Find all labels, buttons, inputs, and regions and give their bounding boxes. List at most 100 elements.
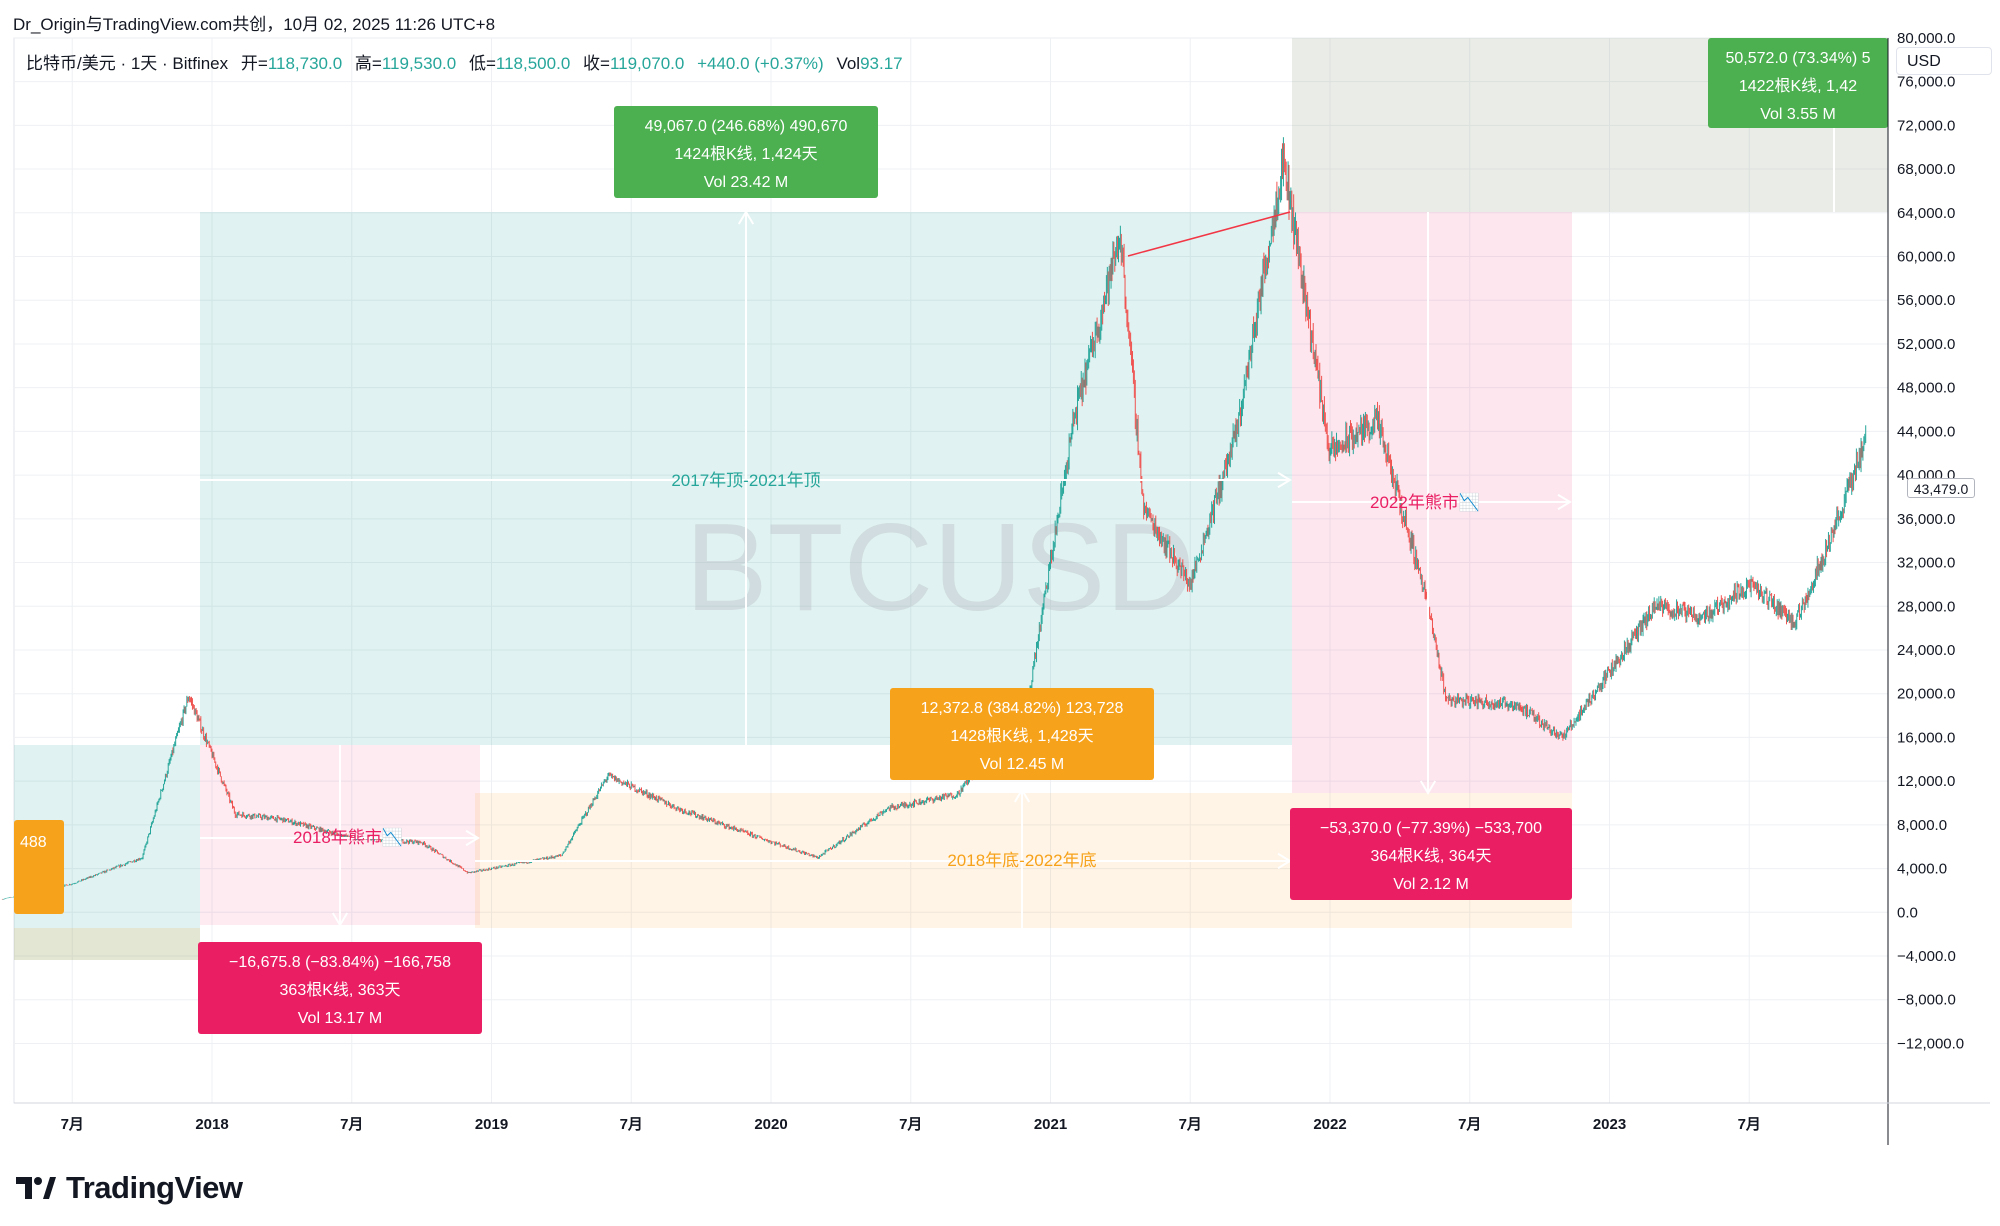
y-tick-label: 28,000.0 <box>1897 598 1955 615</box>
y-tick-label: 8,000.0 <box>1897 817 1947 834</box>
arrow-2018-bear-v-head <box>331 912 349 927</box>
y-tick-label: 4,000.0 <box>1897 861 1947 878</box>
x-tick-label: 2019 <box>475 1116 508 1133</box>
chart-grid <box>13 37 1889 1104</box>
x-tick-label: 2022 <box>1313 1116 1346 1133</box>
tradingview-wordmark: TradingView <box>66 1170 243 1205</box>
measure-box-2017-2021: 49,067.0 (246.68%) 490,670 1424根K线, 1,424… <box>614 106 878 198</box>
measure-box-2018-2022-line: Vol 12.45 M <box>980 756 1065 773</box>
arrow-2022-bear-h-head <box>1557 493 1572 511</box>
x-tick-label: 7月 <box>1738 1116 1761 1133</box>
x-tick-label: 7月 <box>1458 1116 1481 1133</box>
x-tick-label: 2023 <box>1593 1116 1626 1133</box>
measure-box-left-partial: 488 <box>14 820 64 914</box>
attribution-text: Dr_Origin与TradingView.com共创，10月 02, 2025… <box>13 15 496 34</box>
measure-box-2018-bear: −16,675.8 (−83.84%) −166,758 363根K线, 363天… <box>198 942 482 1034</box>
volume-value: 93.17 <box>860 54 903 73</box>
measure-box-2022-bear-line: Vol 2.12 M <box>1393 876 1469 893</box>
measure-box-2018-bear-line: Vol 13.17 M <box>298 1010 383 1027</box>
close-value: 119,070.0 <box>609 54 685 73</box>
label-2022-bear: 2022年熊市📉 <box>1370 492 1480 512</box>
close-label: 收= <box>583 54 610 73</box>
change-value: +440.0 (+0.37%) <box>697 54 824 73</box>
measure-boxes: 49,067.0 (246.68%) 490,670 1424根K线, 1,424… <box>14 38 1888 1034</box>
y-tick-label: −8,000.0 <box>1897 992 1956 1009</box>
x-tick-label: 7月 <box>340 1116 363 1133</box>
y-tick-label: 56,000.0 <box>1897 292 1955 309</box>
measure-box-2017-2021-line: 49,067.0 (246.68%) 490,670 <box>645 118 848 135</box>
label-2018-bear: 2018年熊市📉 <box>293 827 403 847</box>
tradingview-logo[interactable]: TradingView <box>16 1170 243 1206</box>
measure-box-left-partial-bg <box>14 820 64 914</box>
volume-label: Vol <box>836 54 861 73</box>
measure-box-2017-2021-bg <box>614 106 878 198</box>
measure-box-2021-2023-line: Vol 3.55 M <box>1760 106 1836 123</box>
tradingview-logo-icon <box>16 1175 56 1201</box>
y-tick-label: 36,000.0 <box>1897 511 1955 528</box>
measure-box-2018-2022: 12,372.8 (384.82%) 123,728 1428根K线, 1,428… <box>890 688 1154 780</box>
y-tick-label: 20,000.0 <box>1897 686 1955 703</box>
y-tick-label: 0.0 <box>1897 904 1918 921</box>
range-arrows <box>200 125 1835 928</box>
measure-box-2018-2022-line: 12,372.8 (384.82%) 123,728 <box>921 700 1124 717</box>
high-label: 高= <box>354 54 382 73</box>
arrow-2022-bear-v-head <box>1419 780 1437 795</box>
x-tick-label: 7月 <box>620 1116 643 1133</box>
y-tick-label: 64,000.0 <box>1897 205 1955 222</box>
y-tick-label: 44,000.0 <box>1897 423 1955 440</box>
currency-selector[interactable]: USD <box>1896 47 1992 75</box>
measure-box-2017-2021-line: Vol 23.42 M <box>704 174 789 191</box>
open-value: 118,730.0 <box>267 54 343 73</box>
price-axis: 80,000.0 76,000.0 72,000.0 68,000.0 64,000.0… <box>14 30 1990 1145</box>
y-tick-label: 24,000.0 <box>1897 642 1955 659</box>
y-tick-label: 12,000.0 <box>1897 773 1955 790</box>
y-tick-label: 80,000.0 <box>1897 30 1955 47</box>
x-tick-label: 2020 <box>754 1116 787 1133</box>
arrow-2017-2021-v-head <box>737 210 755 225</box>
measure-box-2022-bear-line: 364根K线, 364天 <box>1371 847 1492 865</box>
measure-box-2022-bear-bg <box>1290 808 1572 900</box>
measure-box-left-partial-text: 488 <box>20 834 47 851</box>
y-tick-label: 60,000.0 <box>1897 249 1955 266</box>
arrow-2018-bear-h-head <box>465 829 480 847</box>
y-tick-label: −12,000.0 <box>1897 1035 1964 1052</box>
label-2018-2022: 2018年底-2022年底 <box>947 851 1096 870</box>
y-tick-label: 68,000.0 <box>1897 161 1955 178</box>
zone-labels: 2017年顶-2021年顶 2018年熊市📉 2018年底-2022年底 2022年熊… <box>293 471 1480 870</box>
low-label: 低= <box>468 54 496 73</box>
measure-box-2018-bear-bg <box>198 942 482 1034</box>
x-tick-label: 2018 <box>195 1116 228 1133</box>
measure-box-2021-2023-line: 50,572.0 (73.34%) 5 <box>1726 50 1871 67</box>
y-tick-label: 32,000.0 <box>1897 555 1955 572</box>
measure-box-2018-2022-bg <box>890 688 1154 780</box>
measure-box-2021-2023: 50,572.0 (73.34%) 5 1422根K线, 1,42 Vol 3.55… <box>1708 38 1888 128</box>
x-tick-label: 2021 <box>1034 1116 1067 1133</box>
low-value: 118,500.0 <box>495 54 571 73</box>
symbol-watermark: BTCUSD <box>685 499 1195 637</box>
y-tick-label: 72,000.0 <box>1897 117 1955 134</box>
x-tick-label: 7月 <box>899 1116 922 1133</box>
y-tick-label: 16,000.0 <box>1897 729 1955 746</box>
symbol-description: 比特币/美元 · 1天 · Bitfinex <box>26 54 229 73</box>
y-tick-label: 76,000.0 <box>1897 74 1955 91</box>
measure-box-2018-bear-line: 363根K线, 363天 <box>280 981 401 999</box>
y-tick-label: −4,000.0 <box>1897 948 1956 965</box>
measure-box-2018-bear-line: −16,675.8 (−83.84%) −166,758 <box>229 954 451 971</box>
last-price-badge: 43,479.0 <box>1907 478 1975 498</box>
zone-left-orange <box>14 928 200 960</box>
x-tick-label: 7月 <box>61 1116 84 1133</box>
y-tick-label: 48,000.0 <box>1897 380 1955 397</box>
arrow-2017-2021-h-head <box>1277 471 1292 489</box>
trend-line-tops <box>1127 211 1291 257</box>
measure-box-2022-bear: −53,370.0 (−77.39%) −533,700 364根K线, 364天… <box>1290 808 1572 900</box>
y-tick-label: 52,000.0 <box>1897 336 1955 353</box>
open-label: 开= <box>240 54 268 73</box>
measure-box-2021-2023-line: 1422根K线, 1,42 <box>1739 77 1857 95</box>
ohlc-legend: 比特币/美元 · 1天 · Bitfinex 开=118,730.0 高=119… <box>26 49 903 74</box>
measure-box-2018-2022-line: 1428根K线, 1,428天 <box>950 727 1093 745</box>
measure-box-2017-2021-line: 1424根K线, 1,424天 <box>674 145 817 163</box>
measure-box-2021-2023-bg <box>1708 38 1888 128</box>
measure-box-2022-bear-line: −53,370.0 (−77.39%) −533,700 <box>1320 820 1542 837</box>
high-value: 119,530.0 <box>381 54 457 73</box>
